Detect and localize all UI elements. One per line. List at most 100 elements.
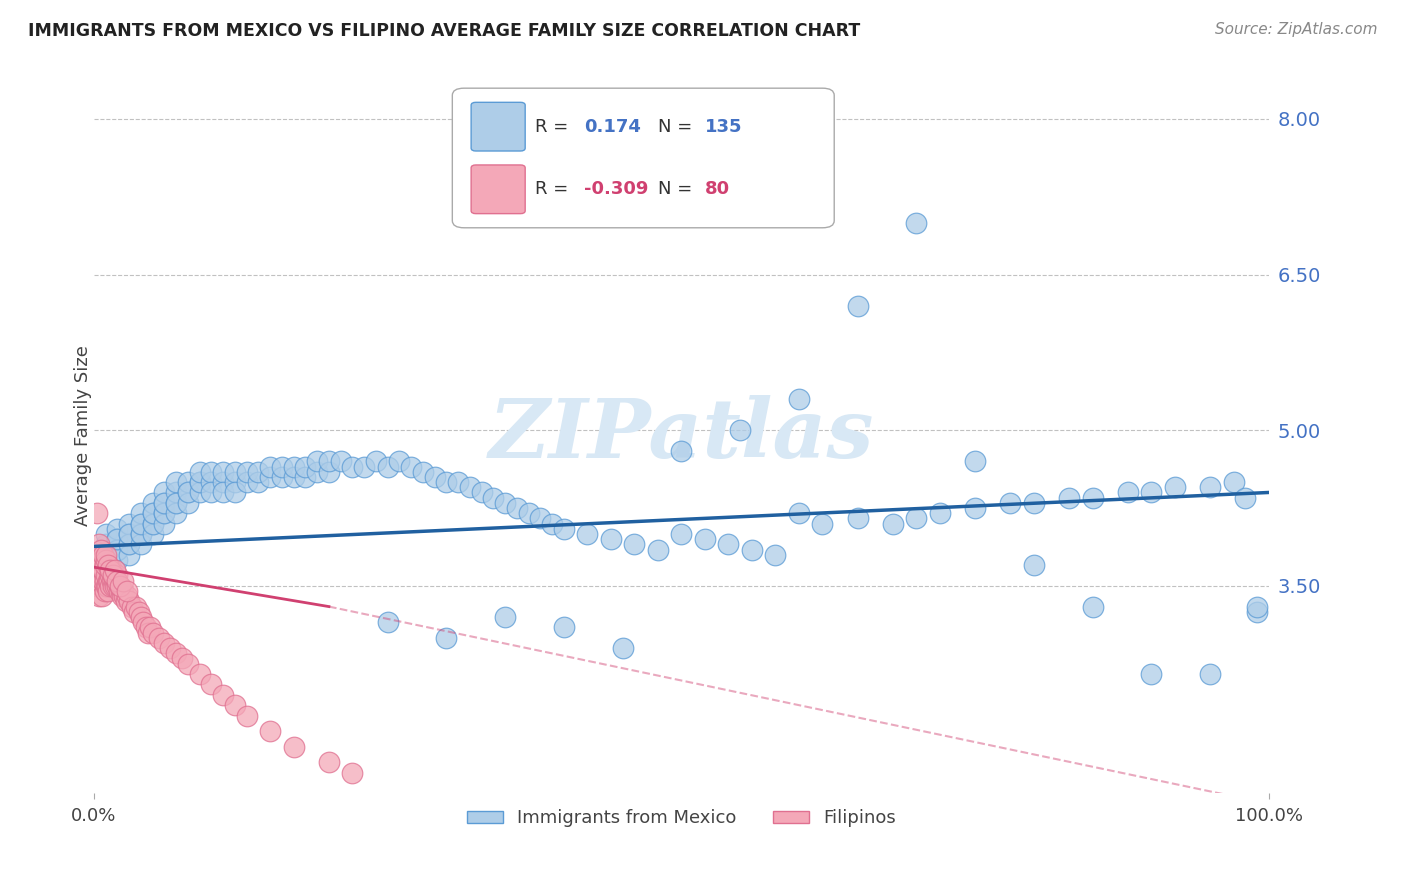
FancyBboxPatch shape [471, 165, 526, 214]
Point [129, 527, 152, 541]
Point [91, 574, 114, 588]
Point [188, 475, 211, 489]
Point [129, 506, 152, 520]
Point [90, 542, 112, 557]
Text: IMMIGRANTS FROM MEXICO VS FILIPINO AVERAGE FAMILY SIZE CORRELATION CHART: IMMIGRANTS FROM MEXICO VS FILIPINO AVERA… [28, 22, 860, 40]
FancyBboxPatch shape [471, 103, 526, 151]
Point [212, 485, 235, 500]
Point [101, 579, 124, 593]
Point [283, 459, 305, 474]
Point [177, 485, 200, 500]
Point [342, 765, 364, 780]
Point [139, 620, 162, 634]
Point [153, 506, 176, 520]
Point [318, 454, 340, 468]
FancyBboxPatch shape [453, 88, 834, 227]
Point [132, 615, 155, 629]
Point [91, 589, 114, 603]
Point [142, 516, 165, 531]
Point [107, 579, 129, 593]
Point [101, 568, 124, 582]
Point [94, 553, 117, 567]
Point [129, 516, 152, 531]
Point [94, 527, 117, 541]
Point [177, 485, 200, 500]
Point [224, 485, 246, 500]
Point [165, 496, 187, 510]
Point [412, 465, 434, 479]
Point [623, 537, 645, 551]
Point [100, 579, 122, 593]
Point [364, 454, 387, 468]
Point [87, 537, 110, 551]
Point [142, 516, 165, 531]
Point [318, 756, 340, 770]
Point [212, 475, 235, 489]
Point [107, 522, 129, 536]
Point [112, 574, 135, 588]
Point [97, 584, 120, 599]
Point [101, 568, 124, 582]
Point [86, 506, 108, 520]
Point [576, 527, 599, 541]
Point [1022, 558, 1045, 573]
Point [94, 537, 117, 551]
Point [107, 532, 129, 546]
Point [108, 579, 131, 593]
Point [100, 574, 122, 588]
Point [98, 574, 121, 588]
Point [200, 475, 222, 489]
Point [118, 527, 141, 541]
Point [1081, 599, 1104, 614]
Point [436, 475, 458, 489]
Point [89, 558, 111, 573]
Point [294, 459, 316, 474]
Point [235, 708, 257, 723]
Point [107, 584, 129, 599]
Point [1246, 599, 1268, 614]
Point [447, 475, 470, 489]
Point [1199, 480, 1222, 494]
Legend: Immigrants from Mexico, Filipinos: Immigrants from Mexico, Filipinos [460, 802, 904, 834]
Point [283, 470, 305, 484]
Point [235, 475, 257, 489]
Point [1246, 605, 1268, 619]
Point [96, 579, 118, 593]
Point [399, 459, 422, 474]
Point [188, 465, 211, 479]
Point [129, 527, 152, 541]
Point [553, 522, 575, 536]
Point [200, 485, 222, 500]
Point [94, 579, 117, 593]
Point [94, 558, 117, 573]
Point [1000, 496, 1022, 510]
Point [142, 506, 165, 520]
Point [94, 548, 117, 562]
Text: R =: R = [534, 118, 568, 136]
Point [129, 610, 152, 624]
Point [188, 475, 211, 489]
Point [91, 553, 114, 567]
Point [1057, 491, 1080, 505]
Point [717, 537, 740, 551]
Point [1116, 485, 1139, 500]
Point [224, 475, 246, 489]
Point [165, 496, 187, 510]
Point [283, 739, 305, 754]
Point [121, 599, 143, 614]
Point [107, 568, 129, 582]
Point [294, 470, 316, 484]
Point [114, 594, 136, 608]
Point [271, 470, 294, 484]
Point [1199, 667, 1222, 681]
Point [177, 657, 200, 671]
Point [600, 532, 623, 546]
Point [142, 496, 165, 510]
Point [97, 574, 120, 588]
Point [110, 584, 132, 599]
Point [118, 527, 141, 541]
Point [142, 527, 165, 541]
Point [177, 475, 200, 489]
Point [118, 594, 141, 608]
Point [506, 501, 529, 516]
